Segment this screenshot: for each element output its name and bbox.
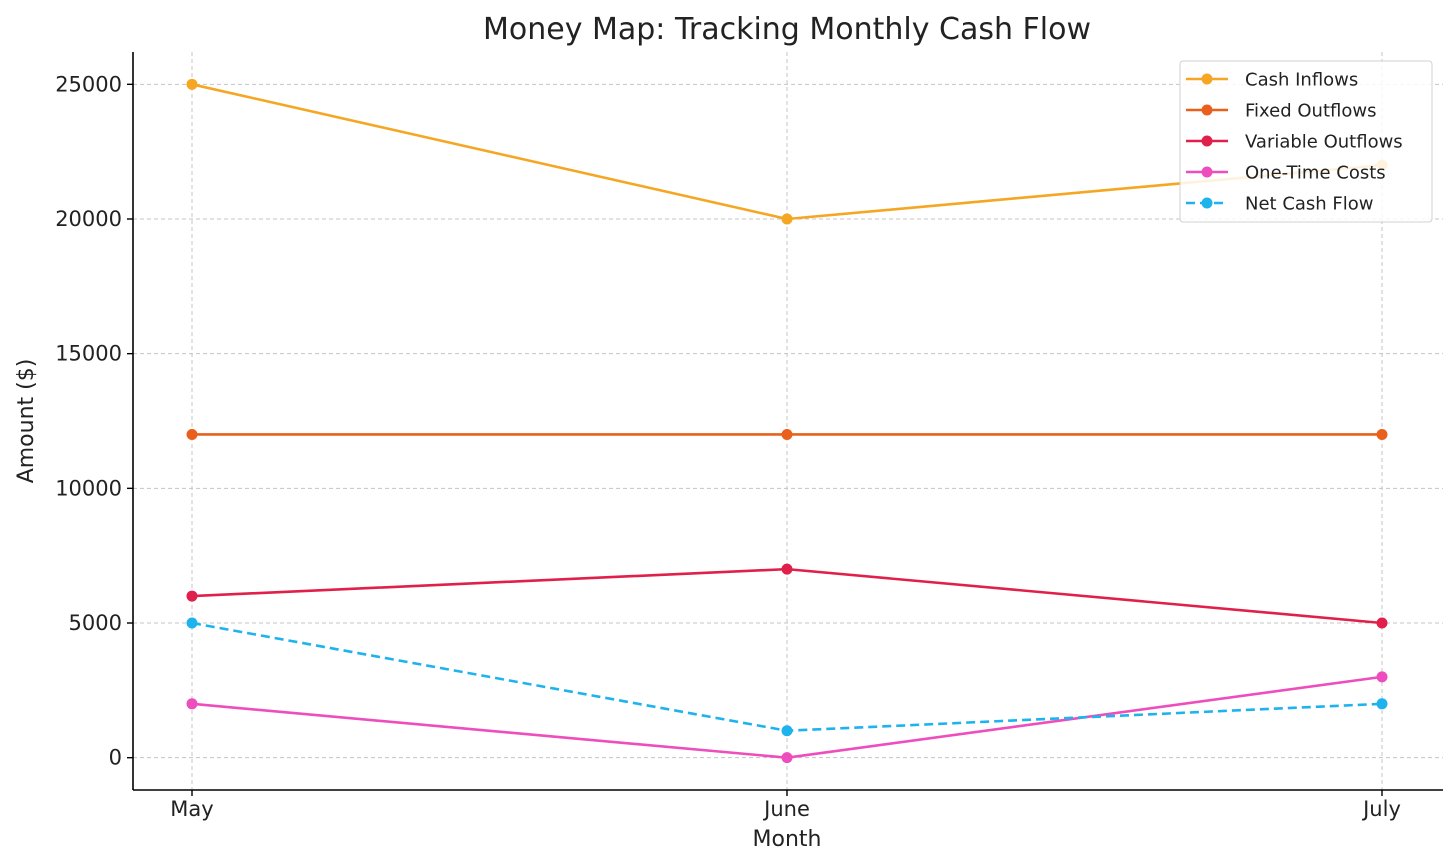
legend-entry: Cash Inflows bbox=[1186, 70, 1358, 91]
y-tick-label: 0 bbox=[109, 746, 122, 770]
legend-label: Net Cash Flow bbox=[1245, 194, 1374, 215]
ticks: 0 5000 10000 15000 20000 25000 May June July bbox=[55, 72, 1401, 821]
legend-marker bbox=[1201, 73, 1213, 85]
x-tick-label: June bbox=[762, 797, 810, 821]
data-point bbox=[781, 725, 793, 737]
series-2 bbox=[186, 563, 1388, 629]
data-point bbox=[781, 428, 793, 440]
legend-marker bbox=[1201, 197, 1213, 209]
series-4 bbox=[186, 617, 1388, 737]
series-3 bbox=[186, 671, 1388, 764]
legend-marker bbox=[1201, 104, 1213, 116]
legend-label: Fixed Outflows bbox=[1245, 101, 1376, 122]
data-point bbox=[186, 78, 198, 90]
legend-entry: One-Time Costs bbox=[1186, 163, 1386, 184]
y-axis-label: Amount ($) bbox=[14, 359, 39, 484]
data-point bbox=[186, 428, 198, 440]
legend: Cash Inflows Fixed Outflows Variable Outfl… bbox=[1179, 60, 1433, 223]
data-point bbox=[1376, 698, 1388, 710]
legend-entry: Variable Outflows bbox=[1186, 132, 1403, 153]
data-point bbox=[1376, 428, 1388, 440]
legend-label: Variable Outflows bbox=[1245, 132, 1403, 153]
x-axis-label: Month bbox=[753, 827, 822, 852]
series-layer bbox=[186, 78, 1388, 764]
legend-frame bbox=[1179, 60, 1433, 223]
data-point bbox=[186, 698, 198, 710]
data-point bbox=[186, 590, 198, 602]
data-point bbox=[1376, 617, 1388, 629]
chart-title: Money Map: Tracking Monthly Cash Flow bbox=[483, 12, 1091, 47]
y-tick-label: 20000 bbox=[55, 207, 122, 231]
legend-entry: Fixed Outflows bbox=[1186, 101, 1376, 122]
legend-label: Cash Inflows bbox=[1245, 70, 1358, 91]
y-tick-label: 15000 bbox=[55, 342, 122, 366]
legend-entry: Net Cash Flow bbox=[1186, 194, 1374, 215]
data-point bbox=[781, 563, 793, 575]
series-1 bbox=[186, 428, 1388, 440]
data-point bbox=[781, 213, 793, 225]
y-tick-label: 10000 bbox=[55, 476, 122, 500]
axes bbox=[132, 52, 1443, 791]
data-point bbox=[186, 617, 198, 629]
legend-label: One-Time Costs bbox=[1245, 163, 1386, 184]
legend-marker bbox=[1201, 166, 1213, 178]
data-point bbox=[1376, 671, 1388, 683]
data-point bbox=[781, 752, 793, 764]
legend-marker bbox=[1201, 135, 1213, 147]
x-tick-label: May bbox=[170, 797, 213, 821]
y-tick-label: 5000 bbox=[69, 611, 122, 635]
x-tick-label: July bbox=[1361, 797, 1401, 821]
y-tick-label: 25000 bbox=[55, 72, 122, 96]
